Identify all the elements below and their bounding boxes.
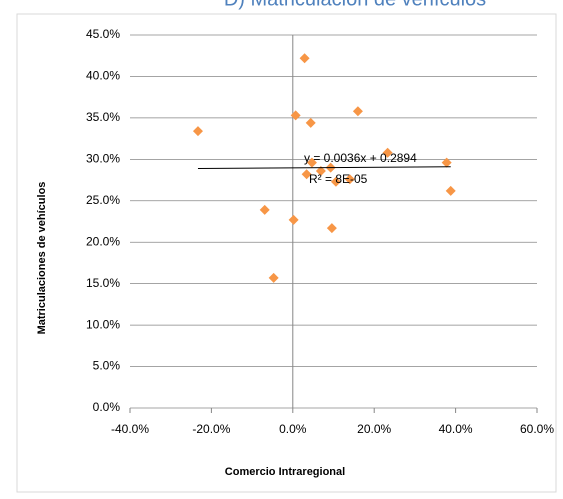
point <box>301 169 312 180</box>
point <box>382 147 393 158</box>
annotation: y = 0.0036x + 0.2894 <box>304 151 417 165</box>
point <box>315 165 326 176</box>
x-tick-label: 0.0% <box>279 422 307 436</box>
x-tick-label: 60.0% <box>520 422 554 436</box>
y-tick-label: 30.0% <box>86 152 120 166</box>
point <box>288 214 299 225</box>
trendline <box>197 166 451 169</box>
x-tick-label: -40.0% <box>111 422 149 436</box>
y-axis-label: Matriculaciones de vehículos <box>36 182 48 335</box>
point <box>441 157 452 168</box>
y-tick-label: 15.0% <box>86 276 120 290</box>
point <box>445 185 456 196</box>
point <box>305 117 316 128</box>
y-tick-label: 5.0% <box>93 359 121 373</box>
x-tick-label: 20.0% <box>357 422 391 436</box>
annotation: R² = 8E-05 <box>309 172 368 186</box>
y-tick-label: 35.0% <box>86 110 120 124</box>
x-tick-label: -20.0% <box>192 422 230 436</box>
point <box>259 204 270 215</box>
x-tick-label: 40.0% <box>439 422 473 436</box>
point <box>306 157 317 168</box>
x-axis-label: Comercio Intraregional <box>225 466 345 478</box>
point <box>326 223 337 234</box>
point <box>352 106 363 117</box>
y-tick-label: 10.0% <box>86 317 120 331</box>
y-tick-label: 25.0% <box>86 193 120 207</box>
point <box>268 272 279 283</box>
point <box>192 126 203 137</box>
chart-title: D) Matriculación de vehículos <box>224 0 486 10</box>
point <box>344 174 355 185</box>
y-tick-label: 20.0% <box>86 234 120 248</box>
chart-frame <box>16 13 557 493</box>
point <box>290 110 301 121</box>
y-tick-label: 45.0% <box>86 27 120 41</box>
y-tick-label: 0.0% <box>93 400 121 414</box>
y-tick-label: 40.0% <box>86 69 120 83</box>
point <box>299 53 310 64</box>
point <box>330 176 341 187</box>
